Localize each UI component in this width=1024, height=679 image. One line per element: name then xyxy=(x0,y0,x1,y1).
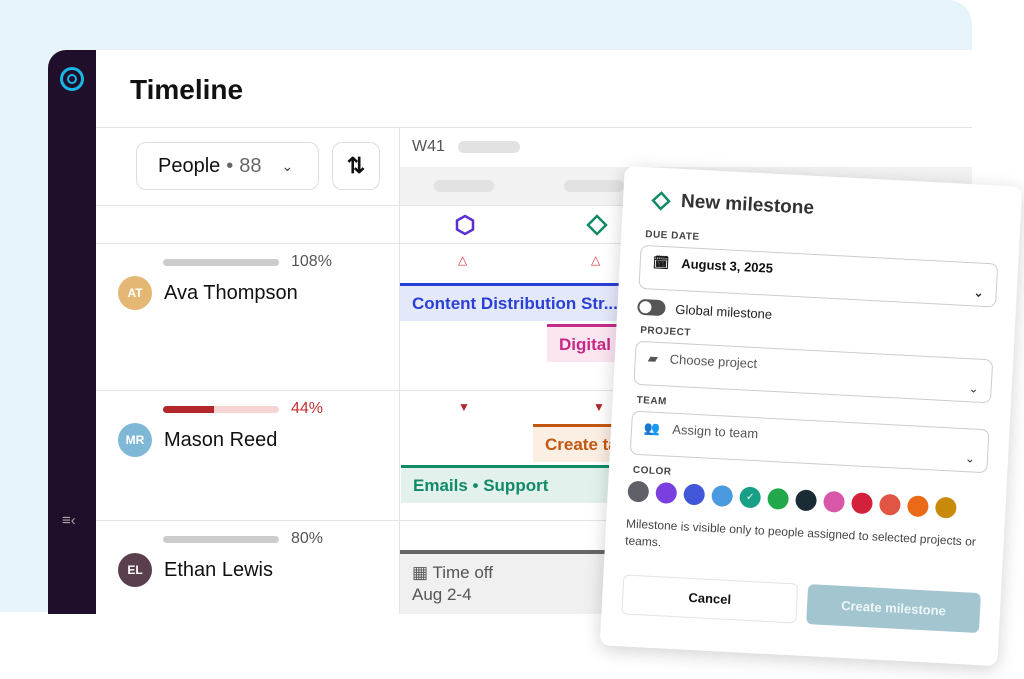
chevron-down-icon: ⌄ xyxy=(968,381,980,396)
filter-separator: • xyxy=(226,154,234,177)
dialog-title: New milestone xyxy=(680,190,815,219)
divider xyxy=(96,205,972,206)
utilization-value: 44% xyxy=(291,400,324,417)
divider xyxy=(96,390,972,391)
warning-triangle-icon: △ xyxy=(591,253,601,267)
sidebar: ≡‹ xyxy=(48,50,96,614)
visibility-note: Milestone is visible only to people assi… xyxy=(624,516,977,550)
new-milestone-dialog: New milestone DUE DATE 🗓 August 3, 2025 ⌄ … xyxy=(599,165,1023,667)
global-milestone-label: Global milestone xyxy=(675,301,773,322)
color-swatch[interactable] xyxy=(795,489,818,512)
warning-triangle-icon: △ xyxy=(458,253,468,267)
calendar-x-icon: ▦ xyxy=(412,563,429,582)
color-swatch[interactable] xyxy=(683,483,706,506)
sort-button[interactable]: ⇅ xyxy=(332,142,380,190)
utilization: 80% xyxy=(163,530,323,548)
person-row[interactable]: EL Ethan Lewis xyxy=(118,553,273,587)
avatar: AT xyxy=(118,276,152,310)
avatar: MR xyxy=(118,423,152,457)
color-swatch[interactable] xyxy=(906,495,929,518)
color-swatch[interactable] xyxy=(767,487,790,510)
due-date-value: August 3, 2025 xyxy=(680,256,774,276)
hexagon-milestone-icon[interactable] xyxy=(454,214,476,236)
skeleton-placeholder xyxy=(564,180,624,192)
time-off-title: Time off xyxy=(432,563,493,582)
skeleton-placeholder xyxy=(458,141,520,153)
time-off-dates: Aug 2-4 xyxy=(412,585,472,605)
color-swatch[interactable] xyxy=(934,496,957,519)
page-title: Timeline xyxy=(130,74,244,105)
utilization-value: 80% xyxy=(291,530,324,547)
color-swatch[interactable] xyxy=(878,493,901,516)
diamond-icon xyxy=(651,191,671,211)
chevron-down-icon: ⌄ xyxy=(964,451,976,466)
utilization-bar xyxy=(163,405,279,413)
global-milestone-toggle[interactable] xyxy=(637,298,666,317)
team-placeholder: Assign to team xyxy=(671,421,759,442)
divider xyxy=(96,127,972,128)
overdue-triangle-icon: ▼ xyxy=(593,400,605,414)
chevron-down-icon: ⌄ xyxy=(973,285,985,300)
utilization-bar xyxy=(163,535,279,543)
overdue-triangle-icon: ▼ xyxy=(458,400,470,414)
cancel-button[interactable]: Cancel xyxy=(621,574,799,624)
utilization-bar xyxy=(163,258,279,266)
color-swatch[interactable]: ✓ xyxy=(739,486,762,509)
people-filter-dropdown[interactable]: People • 88 ⌄ xyxy=(136,142,319,190)
project-placeholder: Choose project xyxy=(669,351,758,372)
person-row[interactable]: AT Ava Thompson xyxy=(118,276,298,310)
color-swatch[interactable] xyxy=(627,480,650,503)
people-icon: 👥 xyxy=(643,420,661,437)
calendar-icon: 🗓 xyxy=(652,254,670,271)
folder-icon: ▰ xyxy=(647,350,659,366)
week-label: W41 xyxy=(412,138,445,155)
color-swatch[interactable] xyxy=(823,490,846,513)
person-name: Ethan Lewis xyxy=(164,558,273,581)
color-swatch[interactable] xyxy=(655,481,678,505)
utilization-value: 108% xyxy=(291,253,332,270)
person-name: Ava Thompson xyxy=(164,281,298,304)
person-name: Mason Reed xyxy=(164,428,278,451)
avatar: EL xyxy=(118,553,152,587)
skeleton-placeholder xyxy=(434,180,494,192)
filter-count: 88 xyxy=(239,154,262,177)
color-swatch[interactable] xyxy=(711,484,734,507)
divider xyxy=(399,127,400,614)
logo-icon[interactable] xyxy=(60,67,84,91)
person-row[interactable]: MR Mason Reed xyxy=(118,423,277,457)
filter-label: People xyxy=(158,154,221,177)
utilization: 108% xyxy=(163,253,332,271)
chevron-down-icon: ⌄ xyxy=(281,157,294,174)
divider xyxy=(96,520,972,521)
diamond-milestone-icon[interactable] xyxy=(586,214,608,236)
collapse-sidebar-icon[interactable]: ≡‹ xyxy=(62,512,76,529)
color-swatch[interactable] xyxy=(850,492,874,515)
divider xyxy=(96,243,972,244)
utilization: 44% xyxy=(163,400,323,418)
create-milestone-button[interactable]: Create milestone xyxy=(806,583,981,633)
